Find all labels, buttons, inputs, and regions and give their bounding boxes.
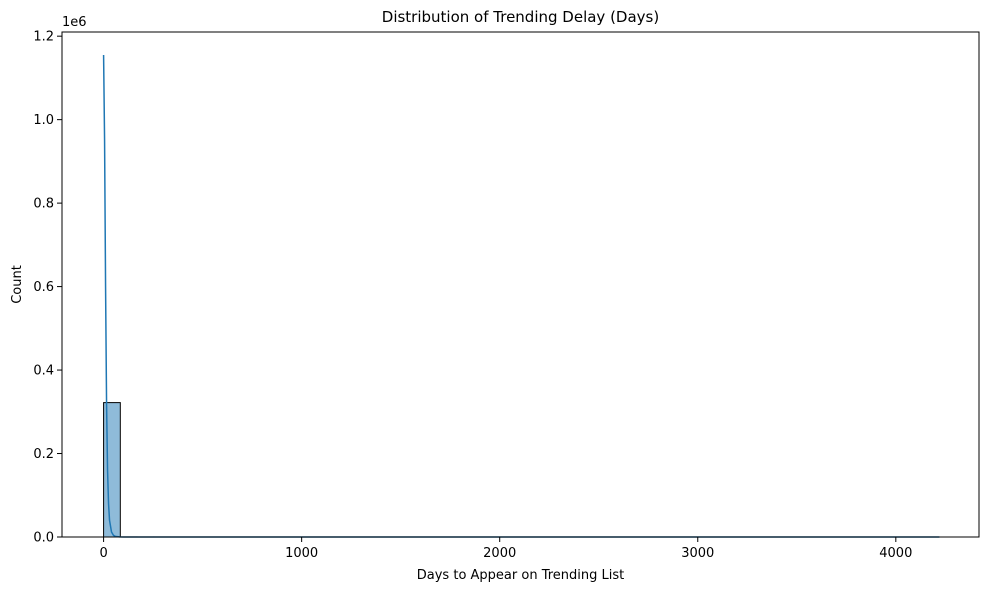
- kde-curve-group: [104, 55, 940, 537]
- kde-line: [104, 55, 940, 537]
- y-tick-label: 0.0: [33, 531, 54, 546]
- y-tick-label: 1.0: [33, 113, 54, 128]
- x-axis: 0 1000 2000 3000 4000: [99, 537, 912, 561]
- y-axis-offset-label: 1e6: [62, 15, 87, 30]
- x-tick-label: 0: [99, 546, 107, 561]
- histogram-bars: [104, 403, 171, 537]
- x-tick-label: 1000: [285, 546, 318, 561]
- y-tick-label: 0.2: [33, 447, 54, 462]
- y-tick-label: 0.4: [33, 364, 54, 379]
- chart-title: Distribution of Trending Delay (Days): [382, 8, 659, 26]
- y-axis: 0.0 0.2 0.4 0.6 0.8 1.0 1.2: [33, 30, 62, 546]
- y-tick-label: 1.2: [33, 30, 54, 45]
- y-tick-label: 0.6: [33, 280, 54, 295]
- y-tick-label: 0.8: [33, 197, 54, 212]
- y-axis-title: Count: [10, 265, 25, 304]
- plot-frame: [62, 32, 979, 537]
- x-axis-title: Days to Appear on Trending List: [417, 568, 624, 583]
- x-tick-label: 3000: [681, 546, 714, 561]
- x-tick-label: 2000: [483, 546, 516, 561]
- x-tick-label: 4000: [879, 546, 912, 561]
